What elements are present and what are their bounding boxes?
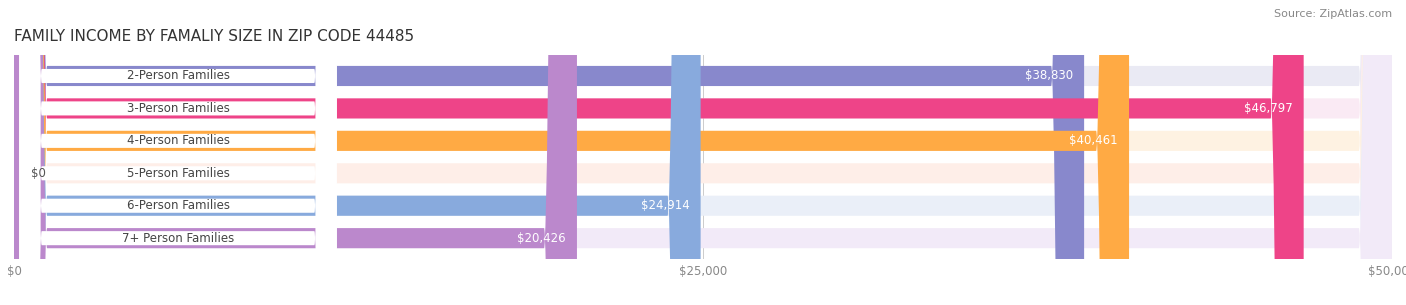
Text: 6-Person Families: 6-Person Families (127, 199, 229, 212)
Text: 5-Person Families: 5-Person Families (127, 167, 229, 180)
Text: $20,426: $20,426 (517, 232, 567, 245)
Text: $24,914: $24,914 (641, 199, 689, 212)
FancyBboxPatch shape (14, 0, 576, 305)
FancyBboxPatch shape (14, 0, 1084, 305)
Text: Source: ZipAtlas.com: Source: ZipAtlas.com (1274, 9, 1392, 19)
FancyBboxPatch shape (14, 0, 1303, 305)
Text: FAMILY INCOME BY FAMALIY SIZE IN ZIP CODE 44485: FAMILY INCOME BY FAMALIY SIZE IN ZIP COD… (14, 29, 415, 44)
FancyBboxPatch shape (14, 0, 1392, 305)
Text: $0: $0 (31, 167, 45, 180)
FancyBboxPatch shape (20, 0, 336, 305)
Text: $40,461: $40,461 (1070, 135, 1118, 147)
FancyBboxPatch shape (20, 0, 336, 305)
FancyBboxPatch shape (14, 0, 1129, 305)
FancyBboxPatch shape (20, 0, 336, 305)
FancyBboxPatch shape (14, 0, 1392, 305)
Text: 3-Person Families: 3-Person Families (127, 102, 229, 115)
Text: $38,830: $38,830 (1025, 70, 1073, 82)
FancyBboxPatch shape (20, 0, 336, 305)
FancyBboxPatch shape (14, 0, 1392, 305)
FancyBboxPatch shape (14, 0, 1392, 305)
Text: 7+ Person Families: 7+ Person Families (122, 232, 235, 245)
FancyBboxPatch shape (20, 0, 336, 305)
Text: $46,797: $46,797 (1244, 102, 1292, 115)
FancyBboxPatch shape (14, 0, 700, 305)
FancyBboxPatch shape (14, 0, 1392, 305)
Text: 4-Person Families: 4-Person Families (127, 135, 229, 147)
Text: 2-Person Families: 2-Person Families (127, 70, 229, 82)
FancyBboxPatch shape (14, 0, 1392, 305)
FancyBboxPatch shape (20, 0, 336, 305)
